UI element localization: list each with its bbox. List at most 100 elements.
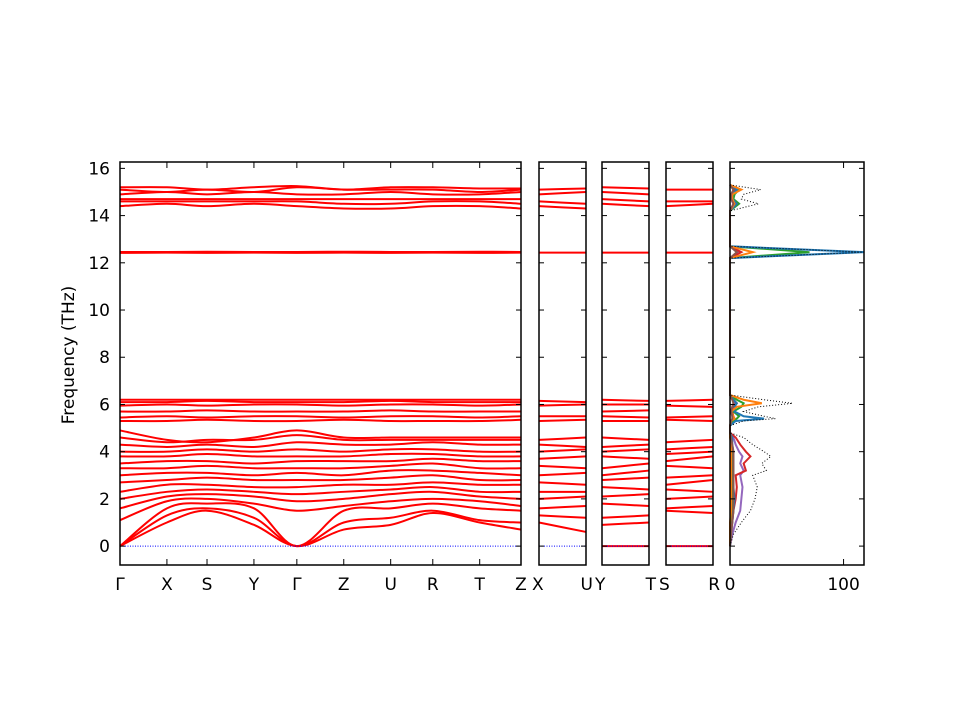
band-line [601, 190, 650, 196]
band-line [119, 448, 522, 453]
band-line [538, 418, 587, 422]
band-line [665, 415, 714, 419]
band-line [665, 464, 714, 470]
band-line [538, 481, 587, 486]
band-line [601, 502, 650, 507]
band-line [538, 187, 587, 191]
k-point-label: R [708, 575, 720, 595]
band-line [665, 509, 714, 515]
band-line [601, 521, 650, 526]
band-line [538, 464, 587, 470]
dos-tick-label: 0 [725, 575, 736, 595]
y-tick-label: 16 [88, 159, 110, 179]
band-panel-frame [601, 161, 650, 566]
band-line [665, 418, 714, 422]
band-line [120, 200, 522, 206]
band-line [601, 436, 650, 441]
band-panel-frame [665, 161, 714, 566]
y-tick-label: 14 [88, 207, 110, 227]
band-line [119, 474, 522, 484]
band-line [119, 190, 522, 196]
k-point-label: T [645, 575, 657, 595]
k-point-label: Z [338, 575, 350, 595]
band-line [119, 403, 522, 407]
band-line [601, 186, 650, 190]
k-point-label: Y [594, 575, 606, 595]
band-line [119, 507, 522, 548]
band-line [538, 403, 587, 407]
band-line [601, 455, 650, 460]
band-line [601, 493, 650, 498]
band-line [601, 398, 650, 402]
y-tick-label: 2 [99, 490, 110, 510]
band-line [601, 486, 650, 491]
band-line [601, 415, 650, 419]
k-point-label: U [384, 575, 396, 595]
y-tick-label: 4 [99, 443, 110, 463]
band-line [538, 448, 587, 453]
band-line [538, 443, 587, 448]
band-line [601, 462, 650, 470]
band-line [665, 445, 714, 451]
band-line [538, 455, 587, 460]
band-line [538, 495, 587, 500]
k-point-label: X [532, 575, 544, 595]
band-line [119, 462, 522, 470]
band-line [665, 450, 714, 456]
band-line [538, 190, 587, 196]
y-tick-label: 6 [99, 395, 110, 415]
band-panel-frame [538, 161, 587, 566]
k-point-label: R [427, 575, 439, 595]
band-line [119, 481, 522, 493]
band-line [665, 488, 714, 493]
dos-panel-frame [729, 161, 865, 566]
band-line [538, 504, 587, 510]
dos-tick-label: 100 [827, 575, 859, 595]
band-line [119, 184, 522, 191]
band-panel-frame [119, 161, 522, 566]
band-line [119, 202, 522, 210]
band-line [665, 455, 714, 463]
y-tick-label: 8 [99, 348, 110, 368]
band-line [119, 469, 522, 477]
band-line [119, 399, 521, 404]
y-tick-label: 10 [88, 301, 110, 321]
band-line [119, 409, 521, 413]
total-dos-line [729, 184, 865, 547]
band-line [538, 521, 587, 533]
projected-dos-line [729, 184, 865, 547]
band-line [601, 198, 650, 203]
band-line [665, 438, 714, 444]
k-point-label: U [581, 575, 593, 595]
k-point-label: S [202, 575, 213, 595]
band-line [665, 474, 714, 479]
band-line [119, 452, 522, 458]
band-line [119, 490, 522, 510]
y-tick-label: 12 [88, 254, 110, 274]
y-tick-label: 0 [99, 537, 110, 557]
band-line [538, 436, 587, 441]
band-line [665, 479, 714, 486]
band-line [119, 486, 522, 500]
k-point-label: Γ [115, 575, 125, 595]
k-point-label: T [474, 575, 486, 595]
band-line [119, 429, 521, 444]
band-line [119, 502, 522, 548]
band-line [665, 398, 714, 402]
band-line [601, 409, 650, 413]
band-line [601, 476, 650, 482]
k-point-label: X [161, 575, 173, 595]
band-line [601, 443, 650, 448]
band-line [119, 418, 522, 423]
band-line [538, 200, 587, 205]
y-axis-label: Frequency (THz) [59, 286, 79, 425]
band-line [665, 504, 714, 510]
band-line [119, 497, 522, 522]
band-line [665, 202, 714, 208]
band-line [601, 514, 650, 519]
k-point-label: Γ [292, 575, 302, 595]
band-line [538, 471, 587, 477]
band-line [665, 495, 714, 500]
band-line [538, 399, 587, 404]
